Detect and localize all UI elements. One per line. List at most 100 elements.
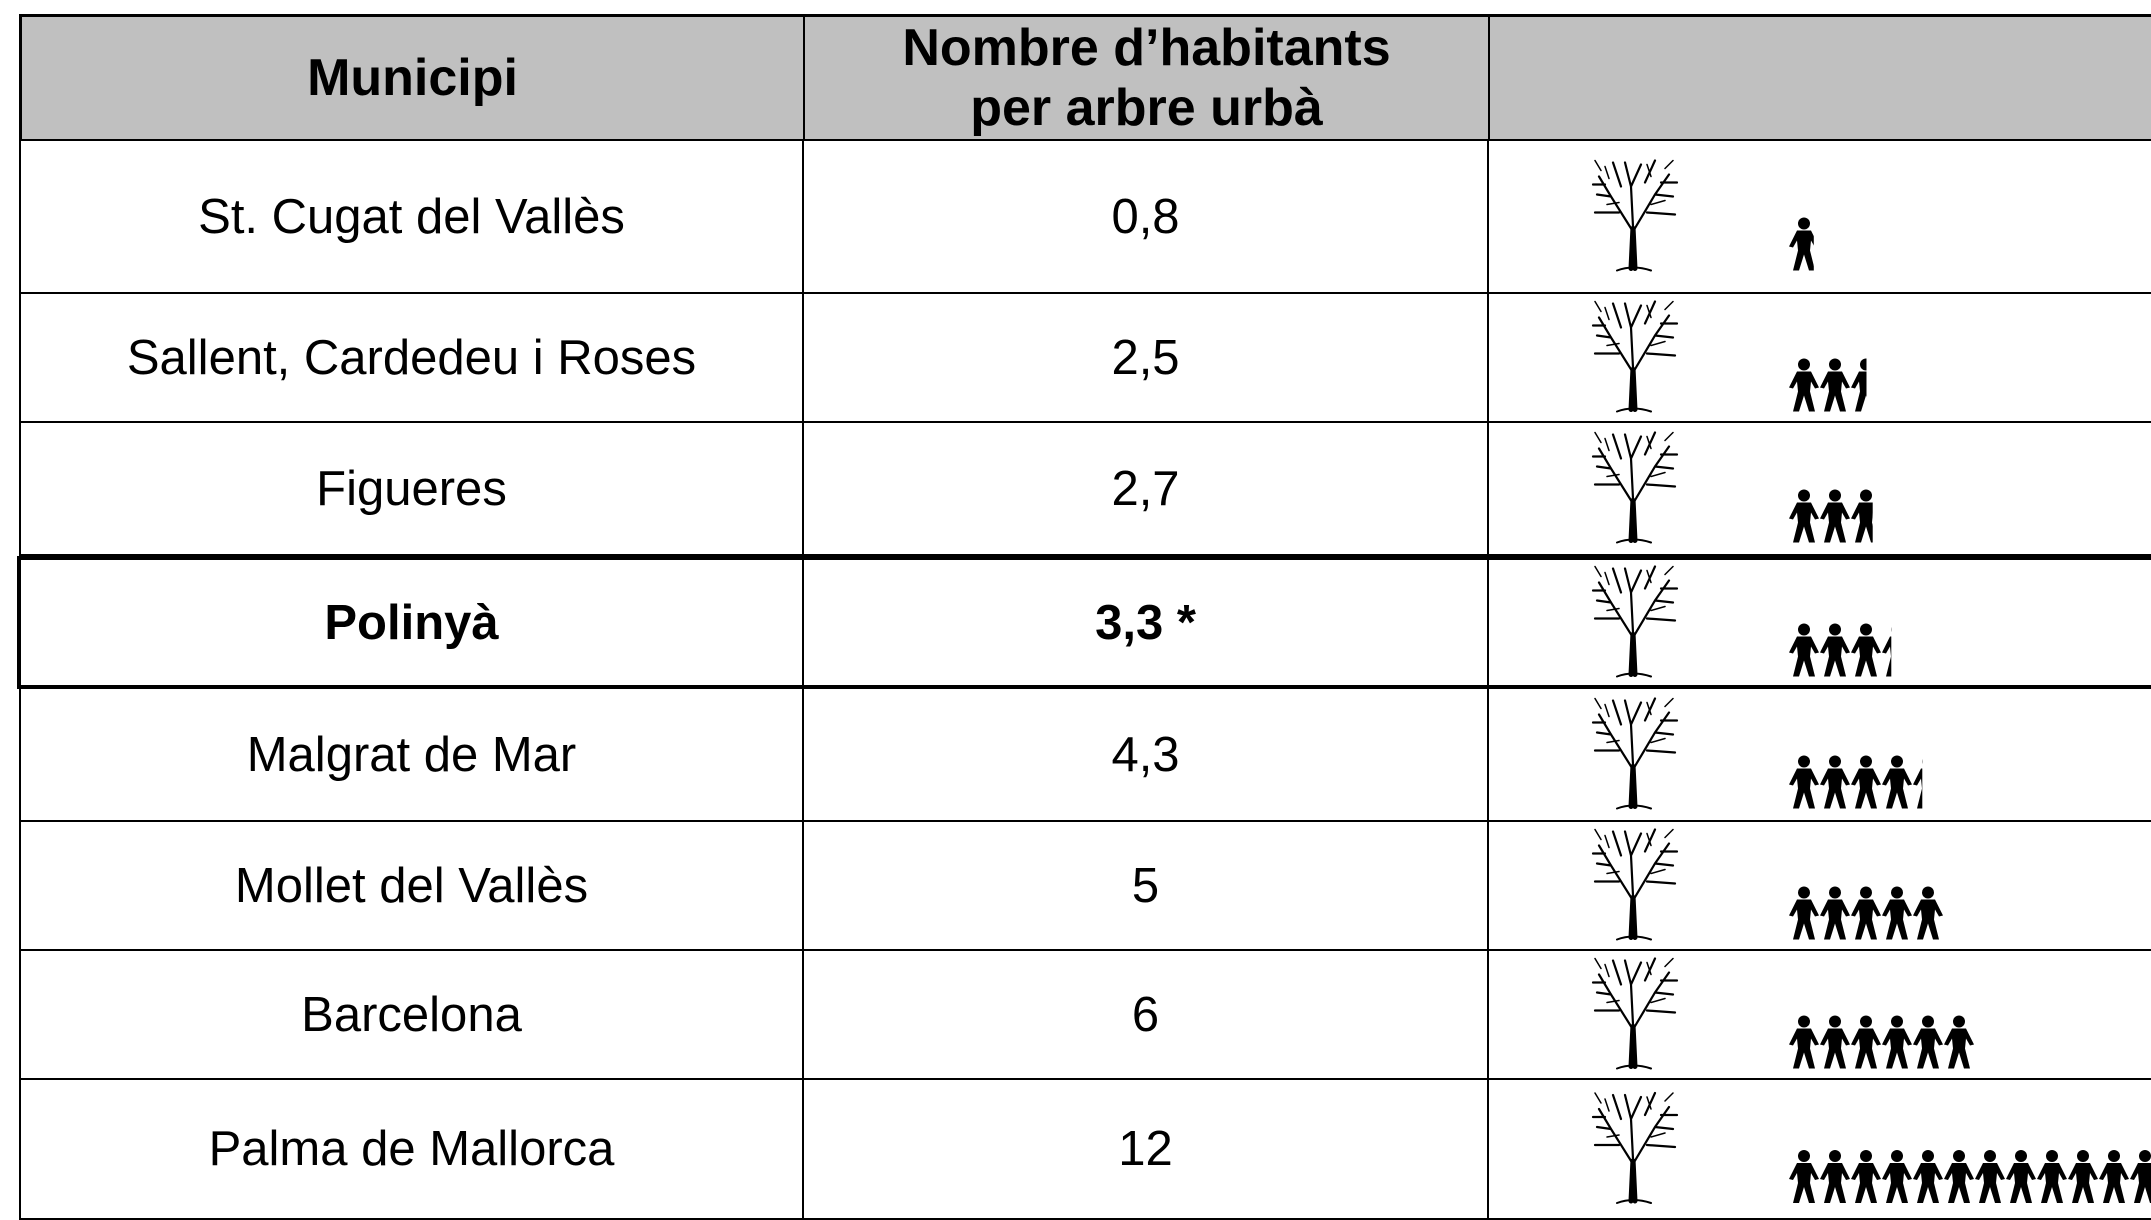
people-icons: [1789, 218, 1819, 271]
person-icon: [1913, 887, 1943, 940]
person-icon: [1882, 756, 1912, 809]
icon-cell: [1489, 951, 2151, 1078]
person-icon: [2006, 1150, 2036, 1203]
pictogram: [1489, 952, 2151, 1077]
person-icon: [1944, 1150, 1974, 1203]
icon-cell: [1489, 141, 2151, 292]
table-cell: Sallent, Cardedeu i Roses: [21, 294, 804, 421]
person-icon: [1882, 624, 1912, 677]
tree-icon: [1593, 959, 1677, 1069]
person-icon: [1913, 1016, 1943, 1069]
person-icon: [1820, 359, 1850, 412]
person-icon: [1789, 359, 1819, 412]
person-icon: [1913, 756, 1943, 809]
person-icon: [1789, 887, 1819, 940]
table-cell: 2,7: [804, 423, 1489, 554]
icon-cell: [1489, 423, 2151, 554]
person-icon: [1851, 1016, 1881, 1069]
table-cell: Palma de Mallorca: [21, 1080, 804, 1218]
pictogram: [1489, 142, 2151, 291]
table-cell: Figueres: [21, 423, 804, 554]
table-cell: Polinyà: [21, 560, 804, 685]
pictogram: [1489, 558, 2151, 687]
pictogram: [1489, 424, 2151, 553]
icon-cell: [1489, 294, 2151, 421]
people-icons: [1789, 756, 1943, 809]
header-cell: Municipi: [22, 17, 805, 139]
tree-icon: [1593, 567, 1677, 677]
person-icon: [1789, 1016, 1819, 1069]
person-icon: [1851, 887, 1881, 940]
tree-icon: [1593, 1093, 1677, 1203]
person-icon: [1882, 1016, 1912, 1069]
people-icons: [1789, 624, 1912, 677]
person-icon: [2068, 1150, 2098, 1203]
person-icon: [2099, 1150, 2129, 1203]
person-icon: [1913, 1150, 1943, 1203]
pictogram: [1489, 1081, 2151, 1217]
person-icon: [1975, 1150, 2005, 1203]
people-icons: [1789, 359, 1881, 412]
people-icons: [1789, 1016, 1974, 1069]
person-icon: [1851, 756, 1881, 809]
tree-icon: [1593, 699, 1677, 809]
person-icon: [1851, 490, 1881, 543]
table-cell: 6: [804, 951, 1489, 1078]
person-icon: [1851, 624, 1881, 677]
person-icon: [1820, 1150, 1850, 1203]
person-icon: [1820, 1016, 1850, 1069]
table-cell: 4,3: [804, 689, 1489, 820]
person-icon: [1820, 490, 1850, 543]
person-icon: [1789, 756, 1819, 809]
table-cell: 5: [804, 822, 1489, 949]
table-cell: Malgrat de Mar: [21, 689, 804, 820]
table-cell: 2,5: [804, 294, 1489, 421]
tree-icon: [1593, 433, 1677, 543]
header-cell: [1490, 17, 2151, 139]
person-icon: [1851, 359, 1881, 412]
person-icon: [1789, 490, 1819, 543]
pictogram: [1489, 295, 2151, 420]
people-icons: [1789, 887, 1943, 940]
person-icon: [1789, 624, 1819, 677]
icon-cell: [1489, 822, 2151, 949]
person-icon: [2130, 1150, 2151, 1203]
icon-cell: [1489, 560, 2151, 685]
table-cell: Barcelona: [21, 951, 804, 1078]
person-icon: [1820, 887, 1850, 940]
person-icon: [1944, 1016, 1974, 1069]
page: MunicipiNombre d’habitants per arbre urb…: [0, 0, 2151, 1201]
person-icon: [1851, 1150, 1881, 1203]
table-cell: Mollet del Vallès: [21, 822, 804, 949]
pictogram: [1489, 690, 2151, 819]
table-cell: 12: [804, 1080, 1489, 1218]
table-cell: St. Cugat del Vallès: [21, 141, 804, 292]
person-icon: [1789, 218, 1819, 271]
table-cell: 0,8: [804, 141, 1489, 292]
tree-icon: [1593, 830, 1677, 940]
pictogram: [1489, 823, 2151, 948]
person-icon: [1820, 624, 1850, 677]
header-cell: Nombre d’habitants per arbre urbà: [805, 17, 1490, 139]
table-cell: 3,3 *: [804, 560, 1489, 685]
person-icon: [1789, 1150, 1819, 1203]
person-icon: [1820, 756, 1850, 809]
people-icons: [1789, 1150, 2151, 1203]
tree-icon: [1593, 302, 1677, 412]
person-icon: [2037, 1150, 2067, 1203]
tree-icon: [1593, 161, 1677, 271]
person-icon: [1882, 1150, 1912, 1203]
people-icons: [1789, 490, 1881, 543]
person-icon: [1882, 887, 1912, 940]
icon-cell: [1489, 1080, 2151, 1218]
